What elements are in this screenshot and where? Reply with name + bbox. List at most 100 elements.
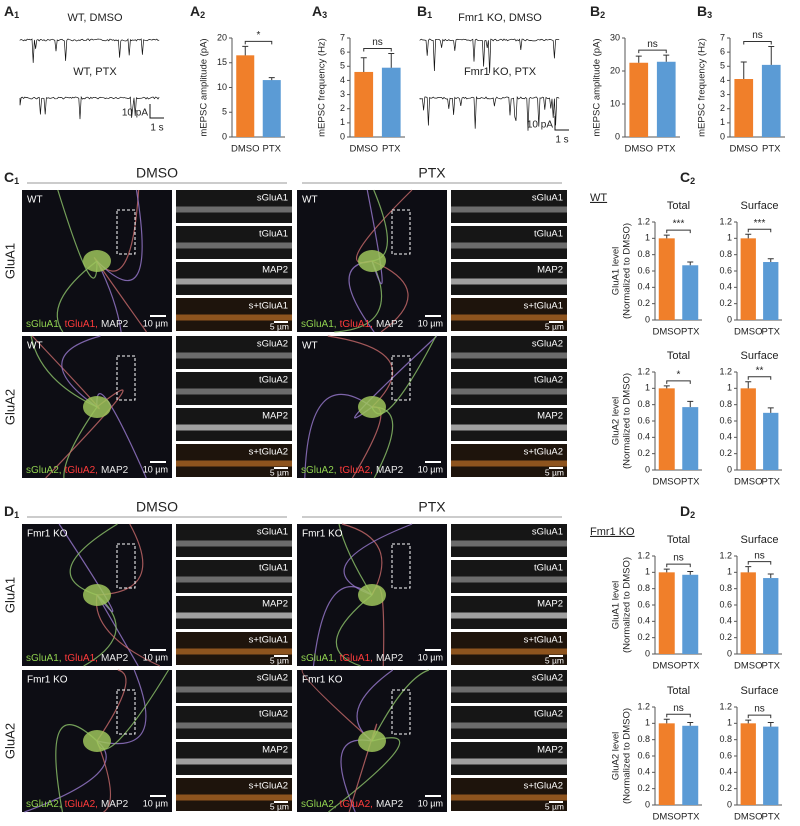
significance-label: ns [647,39,658,50]
channel-label: sGluA1, [301,653,337,664]
x-tick-label: DMSO [625,144,654,155]
error-bar [745,233,752,239]
roi-box [391,689,411,735]
y-tick-label: 30 [610,32,620,42]
strip-signal [176,576,292,583]
panel-letter: B [417,3,427,19]
y-tick-label: 0.2 [719,632,732,642]
x-tick-label: PTX [681,812,700,823]
genotype-label: Fmr1 KO [302,529,343,540]
strip-label: sGluA2 [257,339,288,350]
y-tick-label: 1.2 [637,216,650,226]
panel-label: C2 [680,169,695,187]
significance-bracket [666,380,691,384]
panel-subscript: 3 [322,10,327,20]
strip-label: sGluA2 [532,673,563,684]
bar [658,723,675,805]
neurite [304,393,373,479]
x-tick-label: PTX [762,477,781,488]
scale-label: 10 µm [418,652,443,662]
bar [763,412,779,470]
x-tick-label: PTX [681,327,700,338]
strip-signal [451,242,567,249]
x-tick-label: PTX [382,144,401,155]
strip-signal [176,206,292,213]
merge-label: sGluA1, tGluA1, MAP2 [301,319,404,330]
genotype-label: Fmr1 KO [302,675,343,686]
channel-label: MAP2 [101,653,129,664]
y-tick-label: 0.8 [719,583,732,593]
channel-label: MAP2 [376,319,404,330]
significance-label: ** [756,365,764,376]
strip-signal [451,388,567,395]
channel-label: MAP2 [101,319,129,330]
roi-box [116,209,136,255]
strip-label: sGluA2 [532,339,563,350]
chart-title: Total [667,350,690,362]
panel-subscript: 2 [690,176,695,186]
panel-letter: D [680,503,690,519]
channel-label: sGluA1, [301,319,337,330]
error-bar [745,381,752,389]
x-tick-label: DMSO [730,144,759,155]
strip-signal [451,206,567,213]
neurite [327,335,394,408]
panel-letter: A [312,3,322,19]
soma [83,396,111,418]
neurite [96,523,144,596]
bar [734,79,754,137]
bar [682,407,699,470]
strip-signal [176,460,292,467]
y-tick-label: 0.6 [719,265,732,275]
significance-label: ns [673,703,684,714]
error-bar [268,77,275,81]
soma [83,730,111,752]
panel-letter: A [190,3,200,19]
strip-scale-label: 5 µm [545,321,564,331]
x-tick-label: DMSO [734,661,763,672]
error-bar [663,234,670,239]
y-tick-label: 0.8 [637,734,650,744]
strip-label: s+tGluA2 [524,781,563,792]
y-tick-label: 0 [645,464,650,474]
panel-letter: B [697,3,707,19]
error-bar [687,722,694,726]
strip-signal [176,686,292,693]
soma [358,250,386,272]
trace-label: Fmr1 KO, DMSO [458,12,542,24]
strip-signal [176,388,292,395]
scale-x-label: 1 s [150,123,163,134]
y-tick-label: 4 [720,75,725,85]
significance-label: ns [673,553,684,564]
x-tick-label: PTX [762,327,781,338]
strip-label: s+tGluA1 [249,635,288,646]
strip-label: s+tGluA1 [524,635,563,646]
neurite [335,594,373,667]
channel-label: sGluA2, [301,799,337,810]
y-axis-label: (Normalized to DMSO) [622,223,633,319]
bar [658,238,675,320]
strip-label: MAP2 [537,411,563,422]
error-bar [767,258,774,263]
neurite [371,260,409,333]
channel-label: sGluA1, [26,319,62,330]
error-bar [767,407,774,413]
scale-label: 10 µm [418,318,443,328]
y-tick-label: 1.2 [637,550,650,560]
channel-label: MAP2 [376,465,404,476]
x-tick-label: DMSO [734,812,763,823]
panel-label: B1 [417,3,432,21]
panel-subscript: 2 [690,510,695,520]
y-tick-label: 0.8 [719,249,732,259]
y-tick-label: 0.2 [637,632,650,642]
chart-title: Total [667,200,690,212]
strip-label: MAP2 [537,265,563,276]
y-tick-label: 1.2 [719,216,732,226]
error-bar [767,573,774,579]
soma [83,584,111,606]
scale-y-label: 10 pA [122,108,148,119]
x-tick-label: PTX [762,144,781,155]
trace [419,38,560,74]
strip-signal [176,758,292,765]
